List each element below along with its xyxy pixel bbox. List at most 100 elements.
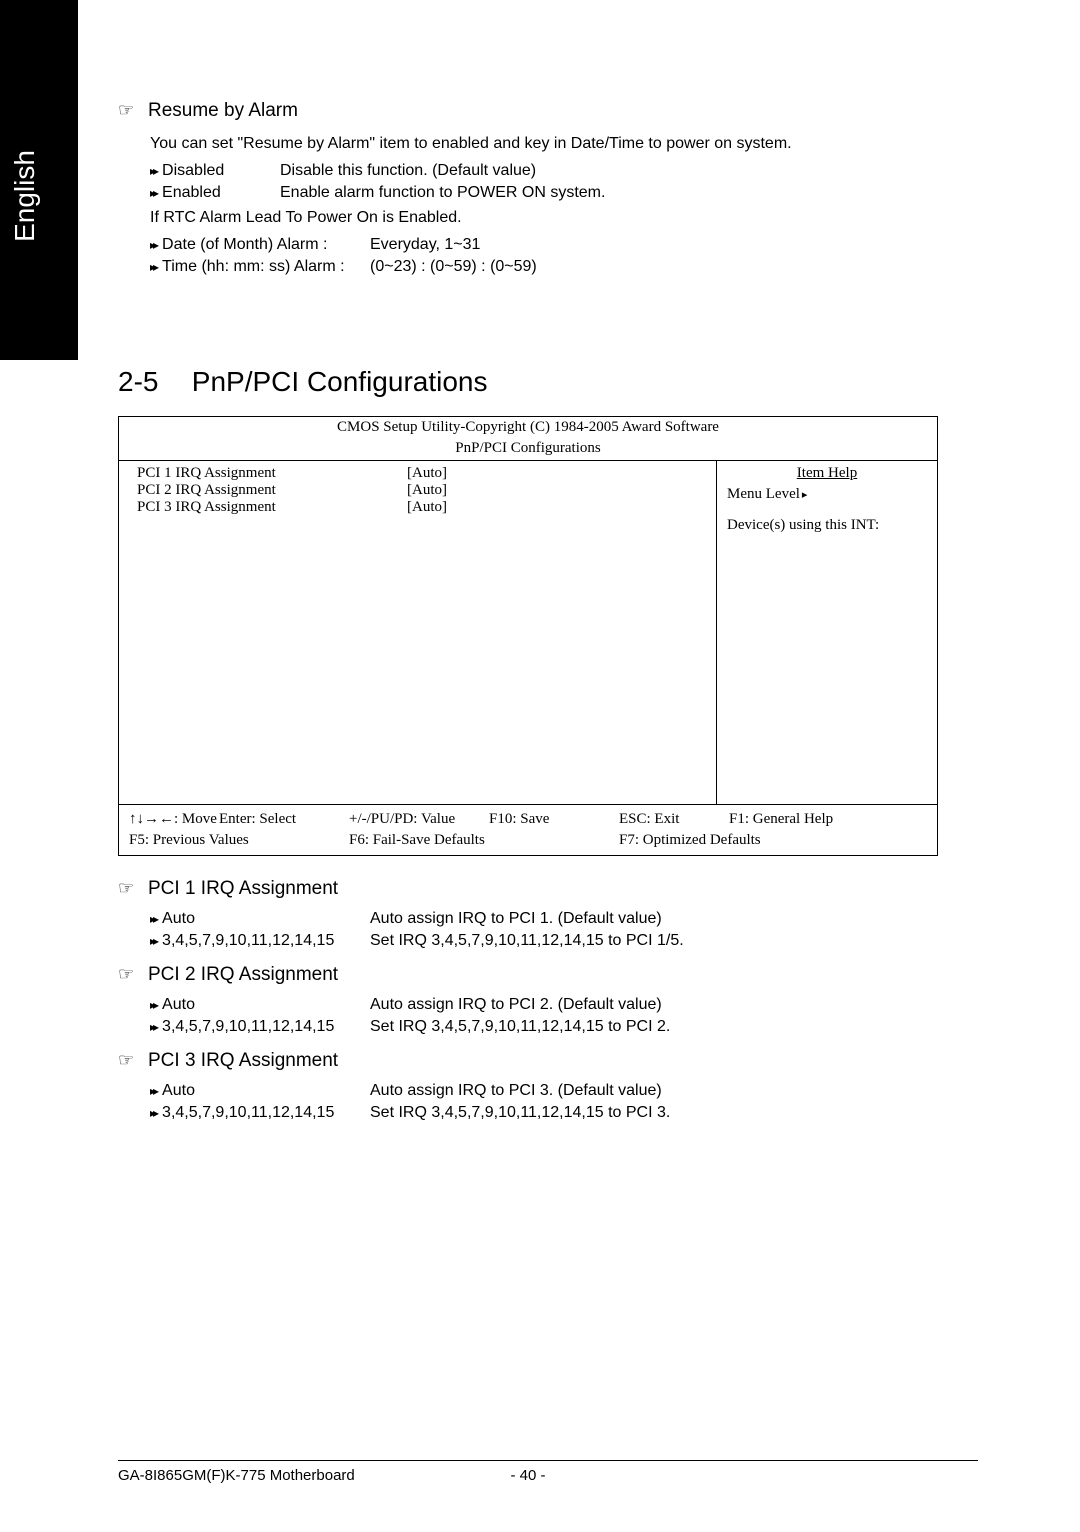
- hand-icon: [118, 100, 142, 122]
- chapter-number: 2-5: [118, 366, 184, 398]
- resume-heading: Resume by Alarm: [118, 100, 978, 122]
- pci-title: PCI 2 IRQ Assignment: [148, 964, 338, 986]
- pci-sections: PCI 1 IRQ Assignment Auto Auto assign IR…: [118, 878, 978, 1122]
- rtc-line: If RTC Alarm Lead To Power On is Enabled…: [150, 206, 978, 230]
- double-arrow-icon: [150, 236, 162, 254]
- option-desc: (0~23) : (0~59) : (0~59): [370, 258, 978, 276]
- resume-title: Resume by Alarm: [148, 100, 298, 122]
- double-arrow-icon: [150, 258, 162, 276]
- pci-title: PCI 3 IRQ Assignment: [148, 1050, 338, 1072]
- option-key: Disabled: [150, 162, 280, 180]
- label: Disabled: [162, 162, 224, 180]
- bios-row: PCI 2 IRQ Assignment[Auto]: [137, 482, 698, 499]
- bios-key: PCI 3 IRQ Assignment: [137, 499, 407, 516]
- motherboard-name: GA-8I865GM(F)K-775 Motherboard: [118, 1467, 498, 1484]
- key-hint: F6: Fail-Save Defaults: [349, 830, 619, 851]
- option-key: Auto: [150, 996, 370, 1014]
- label: 3,4,5,7,9,10,11,12,14,15: [162, 932, 334, 950]
- option-key: Time (hh: mm: ss) Alarm :: [150, 258, 370, 276]
- option-row: Auto Auto assign IRQ to PCI 2. (Default …: [150, 996, 978, 1014]
- option-key: Date (of Month) Alarm :: [150, 236, 370, 254]
- bios-settings: PCI 1 IRQ Assignment[Auto] PCI 2 IRQ Ass…: [119, 461, 717, 805]
- pci-title: PCI 1 IRQ Assignment: [148, 878, 338, 900]
- bios-val: [Auto]: [407, 499, 447, 516]
- option-row: 3,4,5,7,9,10,11,12,14,15 Set IRQ 3,4,5,7…: [150, 932, 978, 950]
- bios-key: PCI 1 IRQ Assignment: [137, 465, 407, 482]
- label: Auto: [162, 996, 195, 1014]
- page-content: Resume by Alarm You can set "Resume by A…: [118, 100, 978, 1136]
- double-arrow-icon: [150, 162, 162, 180]
- language-label: English: [9, 150, 41, 242]
- option-row: Enabled Enable alarm function to POWER O…: [150, 184, 978, 202]
- label: Auto: [162, 1082, 195, 1100]
- bios-screen: CMOS Setup Utility-Copyright (C) 1984-20…: [118, 416, 938, 856]
- key-hint: F7: Optimized Defaults: [619, 830, 927, 851]
- pci-heading: PCI 3 IRQ Assignment: [118, 1050, 978, 1072]
- resume-desc: You can set "Resume by Alarm" item to en…: [150, 132, 978, 156]
- pci-heading: PCI 1 IRQ Assignment: [118, 878, 978, 900]
- option-key: 3,4,5,7,9,10,11,12,14,15: [150, 1104, 370, 1122]
- option-desc: Set IRQ 3,4,5,7,9,10,11,12,14,15 to PCI …: [370, 1104, 978, 1122]
- option-row: Disabled Disable this function. (Default…: [150, 162, 978, 180]
- chapter-heading: 2-5 PnP/PCI Configurations: [118, 366, 978, 398]
- option-desc: Set IRQ 3,4,5,7,9,10,11,12,14,15 to PCI …: [370, 932, 978, 950]
- page-number: - 40 -: [498, 1467, 558, 1484]
- bios-header-2: PnP/PCI Configurations: [119, 438, 937, 461]
- hand-icon: [118, 878, 142, 900]
- key-hint: ESC: Exit: [619, 809, 729, 830]
- key-hint: F10: Save: [489, 809, 619, 830]
- double-arrow-icon: [150, 184, 162, 202]
- double-arrow-icon: [150, 932, 162, 950]
- key-hint: F5: Previous Values: [129, 830, 349, 851]
- label: Enabled: [162, 184, 221, 202]
- label: Auto: [162, 910, 195, 928]
- double-arrow-icon: [150, 1082, 162, 1100]
- option-desc: Enable alarm function to POWER ON system…: [280, 184, 978, 202]
- bios-header-1: CMOS Setup Utility-Copyright (C) 1984-20…: [119, 417, 937, 438]
- item-help-label: Item Help: [727, 465, 927, 482]
- bios-body: PCI 1 IRQ Assignment[Auto] PCI 2 IRQ Ass…: [119, 461, 937, 805]
- hand-icon: [118, 1050, 142, 1072]
- option-key: 3,4,5,7,9,10,11,12,14,15: [150, 932, 370, 950]
- option-row: Auto Auto assign IRQ to PCI 1. (Default …: [150, 910, 978, 928]
- option-key: Auto: [150, 910, 370, 928]
- option-desc: Set IRQ 3,4,5,7,9,10,11,12,14,15 to PCI …: [370, 1018, 978, 1036]
- option-desc: Auto assign IRQ to PCI 3. (Default value…: [370, 1082, 978, 1100]
- hand-icon: [118, 964, 142, 986]
- option-row: 3,4,5,7,9,10,11,12,14,15 Set IRQ 3,4,5,7…: [150, 1104, 978, 1122]
- option-key: Enabled: [150, 184, 280, 202]
- double-arrow-icon: [150, 1104, 162, 1122]
- option-row: Time (hh: mm: ss) Alarm : (0~23) : (0~59…: [150, 258, 978, 276]
- key-hint: Enter: Select: [219, 809, 349, 830]
- page-footer: GA-8I865GM(F)K-775 Motherboard - 40 -: [118, 1460, 978, 1484]
- key-hint: F1: General Help: [729, 809, 927, 830]
- double-arrow-icon: [150, 910, 162, 928]
- option-desc: Auto assign IRQ to PCI 2. (Default value…: [370, 996, 978, 1014]
- bios-val: [Auto]: [407, 465, 447, 482]
- bios-row: PCI 1 IRQ Assignment[Auto]: [137, 465, 698, 482]
- bios-footer: ↑↓→←: Move Enter: Select +/-/PU/PD: Valu…: [119, 805, 937, 855]
- bios-footer-row: F5: Previous Values F6: Fail-Save Defaul…: [129, 830, 927, 851]
- option-key: Auto: [150, 1082, 370, 1100]
- menu-level: Menu Level: [727, 486, 927, 503]
- key-hint: ↑↓→←: Move: [129, 809, 219, 830]
- option-desc: Auto assign IRQ to PCI 1. (Default value…: [370, 910, 978, 928]
- option-row: Auto Auto assign IRQ to PCI 3. (Default …: [150, 1082, 978, 1100]
- label: Date (of Month) Alarm :: [162, 236, 327, 254]
- label: 3,4,5,7,9,10,11,12,14,15: [162, 1104, 334, 1122]
- option-row: 3,4,5,7,9,10,11,12,14,15 Set IRQ 3,4,5,7…: [150, 1018, 978, 1036]
- option-row: Date (of Month) Alarm : Everyday, 1~31: [150, 236, 978, 254]
- bios-val: [Auto]: [407, 482, 447, 499]
- pci-heading: PCI 2 IRQ Assignment: [118, 964, 978, 986]
- option-key: 3,4,5,7,9,10,11,12,14,15: [150, 1018, 370, 1036]
- double-arrow-icon: [150, 1018, 162, 1036]
- label: 3,4,5,7,9,10,11,12,14,15: [162, 1018, 334, 1036]
- option-desc: Disable this function. (Default value): [280, 162, 978, 180]
- option-desc: Everyday, 1~31: [370, 236, 978, 254]
- key-hint: +/-/PU/PD: Value: [349, 809, 489, 830]
- bios-row: PCI 3 IRQ Assignment[Auto]: [137, 499, 698, 516]
- chapter-title: PnP/PCI Configurations: [192, 366, 488, 397]
- bios-help-panel: Item Help Menu Level Device(s) using thi…: [717, 461, 937, 805]
- devices-using: Device(s) using this INT:: [727, 517, 927, 534]
- bios-footer-row: ↑↓→←: Move Enter: Select +/-/PU/PD: Valu…: [129, 809, 927, 830]
